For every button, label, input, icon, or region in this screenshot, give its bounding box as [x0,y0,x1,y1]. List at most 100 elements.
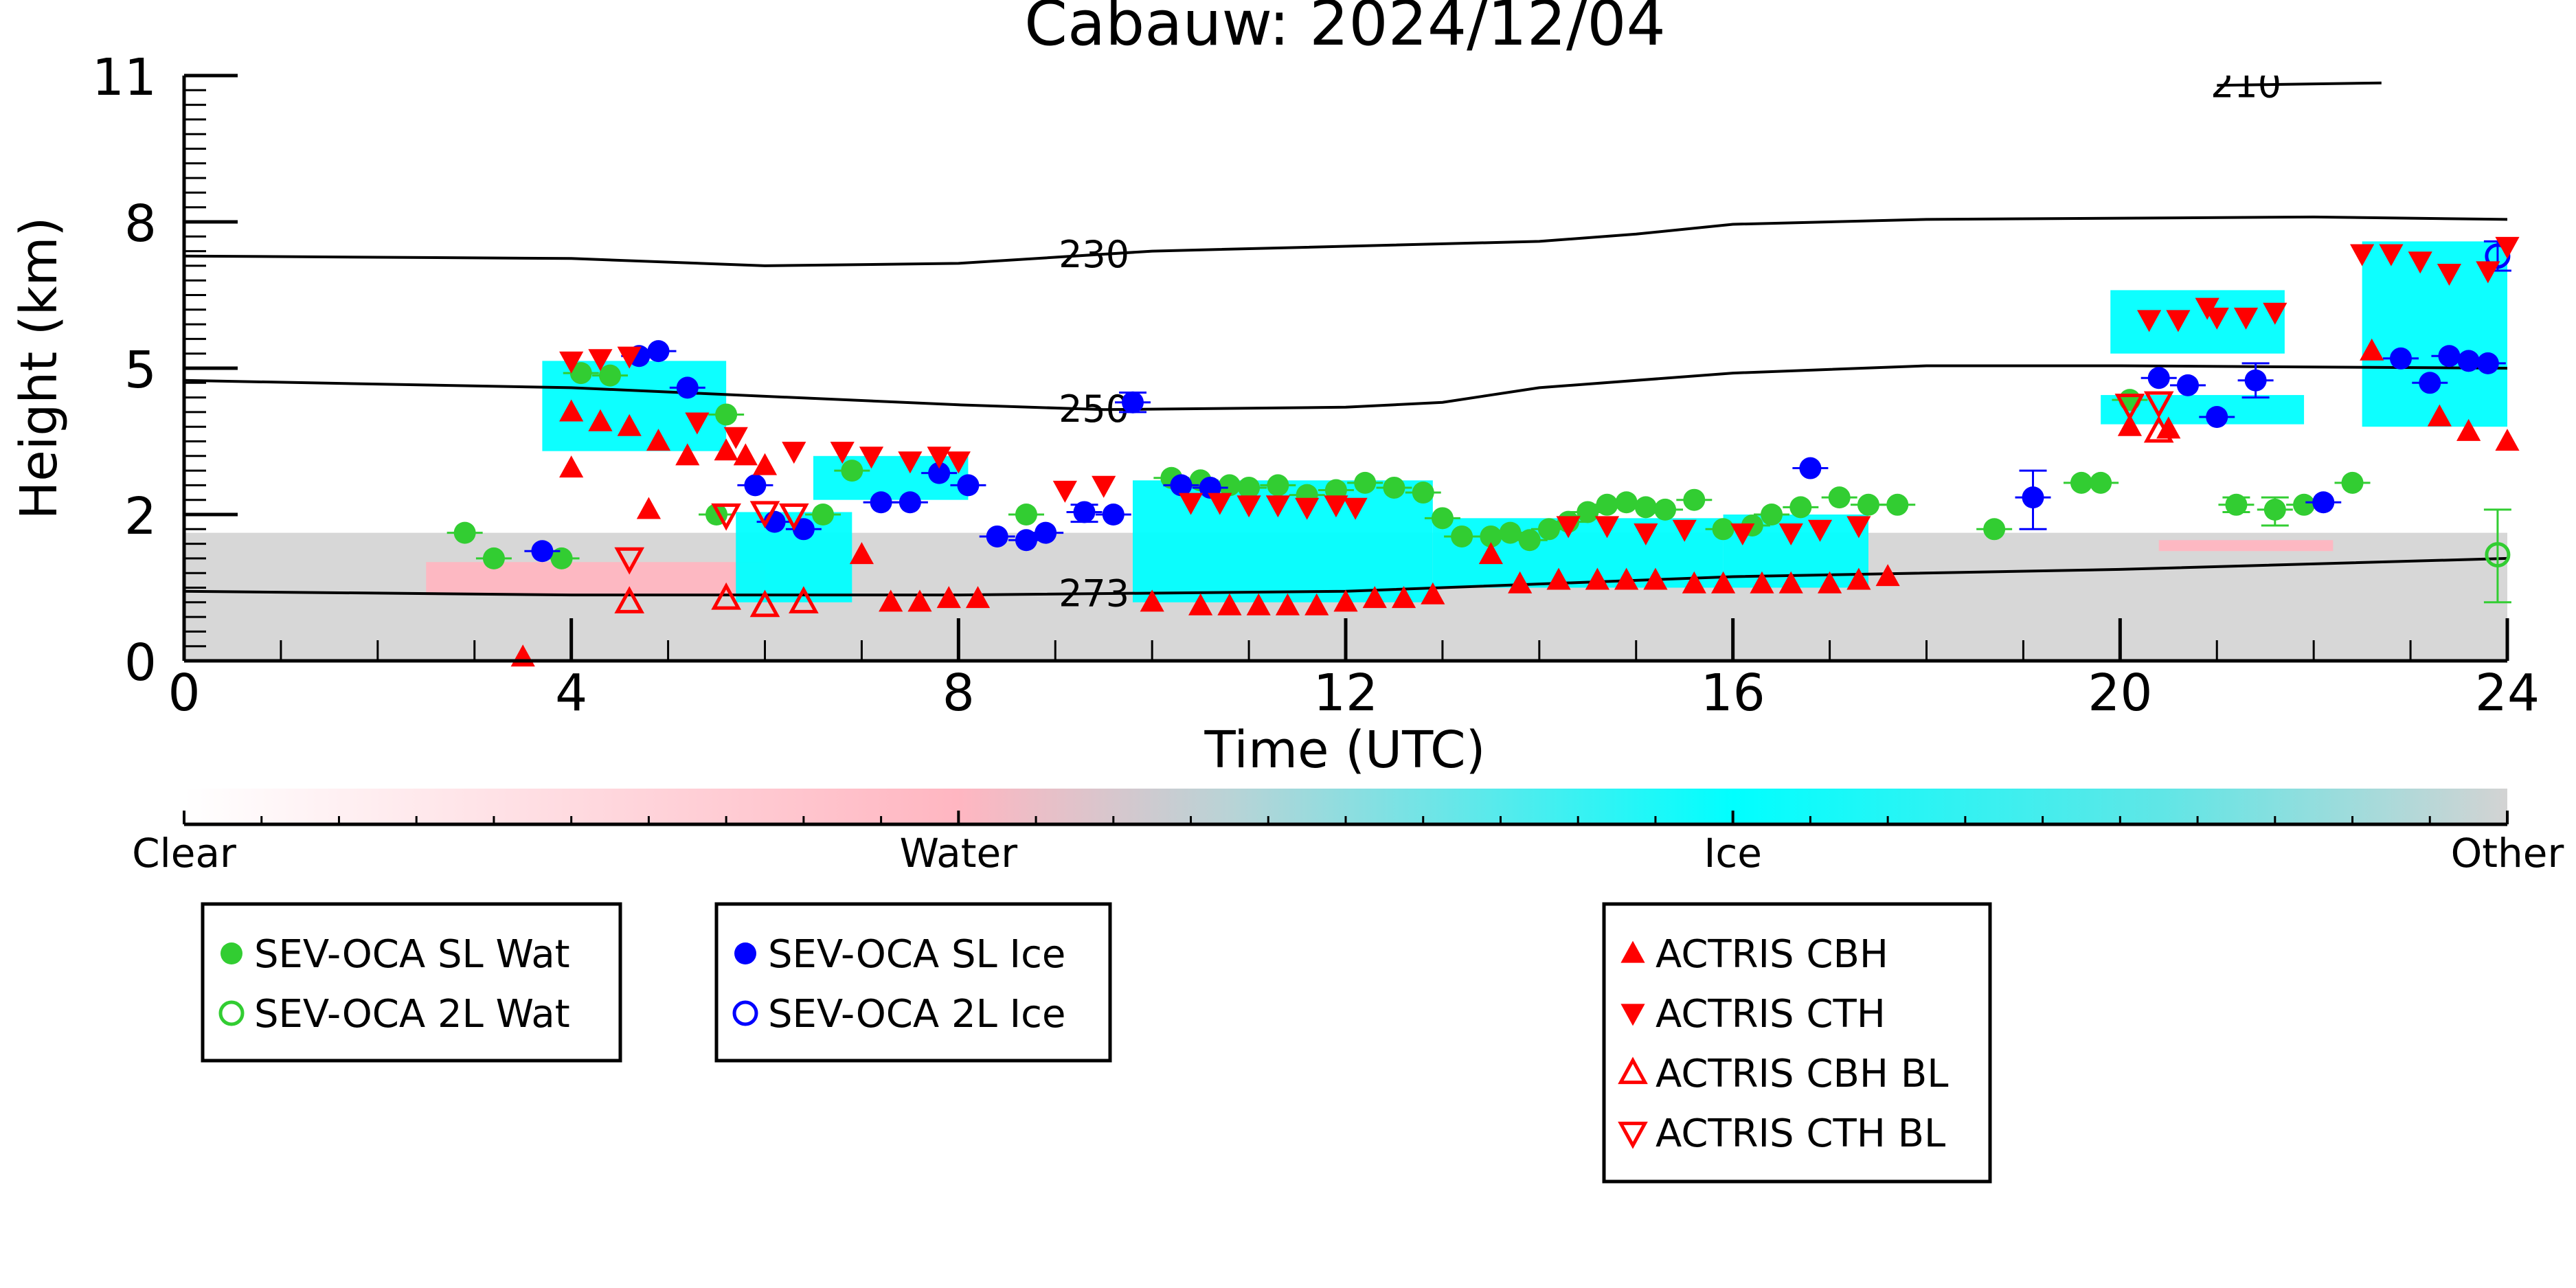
y-tick-label: 0 [124,633,157,692]
series-actris-cbh [510,338,2520,667]
data-point [2117,414,2143,436]
series-sev-oca-2l-wat [2483,508,2511,604]
data-point [614,586,645,613]
colorbar-label-other: Other [2451,830,2564,877]
data-point [2263,498,2286,521]
data-point [2244,369,2267,392]
data-point [957,474,980,497]
data-point [1672,519,1697,542]
data-point [928,462,951,484]
data-point [1236,495,1261,518]
data-point [614,547,645,575]
phase-region [426,562,765,596]
data-point [1246,593,1271,615]
contour-label-210: 210 [2211,63,2281,106]
legend-label: ACTRIS CBH BL [1656,1052,1948,1096]
series-actris-cbh-bl [614,415,2174,618]
data-point [2350,244,2375,267]
data-point [569,362,592,385]
legend-marker [218,1000,245,1026]
chart-title: Cabauw: 2024/12/04 [1024,0,1666,60]
data-point [1218,474,1241,497]
x-tick-label: 12 [1313,664,1378,723]
data-point [1354,471,1377,494]
x-tick-label: 0 [168,664,200,723]
data-point [711,582,741,610]
data-point [789,586,819,613]
data-point [749,589,780,618]
data-point [1683,488,1706,511]
data-point [899,491,921,514]
data-point [946,451,971,474]
legend-marker [1618,1121,1648,1149]
data-point [1478,542,1503,565]
data-point [1807,519,1833,542]
data-point [1170,474,1193,497]
data-point [1546,567,1571,590]
data-point [676,376,699,399]
data-point [1875,564,1900,587]
data-point [1188,593,1213,615]
data-point [2176,374,2199,396]
y-tick-label: 11 [92,48,157,107]
data-point [1267,474,1289,497]
data-point [2360,338,2384,361]
data-point [2114,394,2145,421]
data-point [2341,471,2364,494]
data-point [936,586,961,609]
colorbar-label-water: Water [900,830,1018,877]
series-actris-cth-bl [614,391,2174,575]
data-point [1295,497,1320,520]
data-point [453,521,476,544]
data-point [1383,476,1405,499]
legend-label: SEV-OCA 2L Ice [768,992,1065,1037]
data-point [2456,418,2481,441]
data-point [2312,491,2335,514]
data-point [1799,457,1822,479]
data-point [559,351,584,374]
data-point [1052,480,1077,503]
data-point [1778,523,1803,546]
data-point [1817,571,1842,594]
data-point [685,412,710,435]
data-point [1761,504,1783,526]
phase-colorbar: Clear Water Ice Other [132,789,2564,877]
data-point [2070,471,2092,494]
data-point [588,349,613,372]
data-point [1556,516,1581,539]
legend-label: ACTRIS CTH [1656,992,1886,1037]
legend-label: SEV-OCA 2L Wat [254,992,570,1037]
legend-marker [1620,1004,1645,1026]
data-point [2485,542,2511,568]
data-point [1710,571,1736,594]
data-point [1412,482,1434,504]
data-point [744,474,767,497]
contour-label-230: 230 [1059,233,1129,276]
data-point [1828,486,1851,509]
data-point [599,364,622,387]
data-point [1712,518,1735,541]
x-axis-label: Time (UTC) [1204,721,1485,780]
data-point [1537,518,1560,541]
data-point [1140,589,1164,612]
legend-box [1602,902,1992,1184]
data-point [792,518,815,541]
data-point [2476,352,2499,374]
legend-marker [1620,940,1645,963]
data-point [1983,518,2006,541]
data-point [1121,391,1144,414]
data-point [1102,504,1125,526]
data-point [531,540,554,563]
data-point [2419,372,2441,394]
data-point [2379,244,2404,267]
data-point [2206,406,2228,428]
data-point [1654,498,1677,521]
data-point [646,429,671,451]
data-point [1615,491,1638,514]
colorbar-label-clear: Clear [132,830,236,877]
data-point [986,525,1008,547]
legends: SEV-OCA SL Wat SEV-OCA 2L Wat SEV-OCA SL I… [201,902,1992,1184]
x-tick-label: 4 [555,664,587,723]
data-point [1508,571,1533,594]
